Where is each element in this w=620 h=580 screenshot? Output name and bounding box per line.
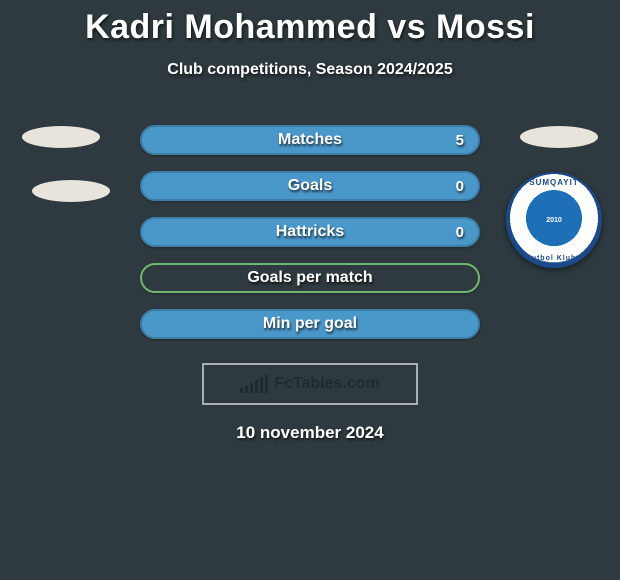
stat-label: Min per goal (263, 315, 357, 333)
stat-pill: Hattricks 0 (140, 217, 480, 247)
stat-pill: Min per goal (140, 309, 480, 339)
stat-row: Matches 5 (0, 117, 620, 163)
stat-label: Goals (288, 177, 332, 195)
stat-label: Hattricks (276, 223, 344, 241)
stats-list: Matches 5 Goals 0 Hattricks 0 Goals per match M… (0, 117, 620, 347)
stat-pill: Goals per match (140, 263, 480, 293)
stat-value-right: 0 (456, 178, 464, 195)
stat-value-right: 0 (456, 224, 464, 241)
stat-row: Min per goal (0, 301, 620, 347)
stat-label: Goals per match (247, 269, 372, 287)
stat-pill: Goals 0 (140, 171, 480, 201)
subtitle: Club competitions, Season 2024/2025 (0, 61, 620, 79)
stat-pill: Matches 5 (140, 125, 480, 155)
stat-row: Goals per match (0, 255, 620, 301)
page-title: Kadri Mohammed vs Mossi (0, 0, 620, 47)
watermark-text: FcTables.com (274, 375, 380, 393)
stat-value-right: 5 (456, 132, 464, 149)
stat-row: Hattricks 0 (0, 209, 620, 255)
stat-label: Matches (278, 131, 342, 149)
stat-row: Goals 0 (0, 163, 620, 209)
chart-icon (240, 375, 268, 393)
watermark: FcTables.com (202, 363, 418, 405)
date: 10 november 2024 (0, 423, 620, 443)
